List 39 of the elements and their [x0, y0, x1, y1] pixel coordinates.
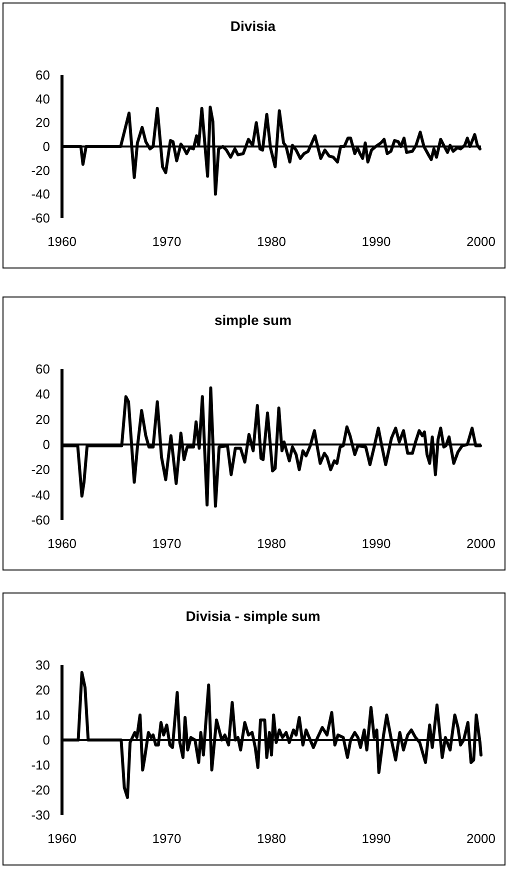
y-tick-label: 0 [42, 437, 50, 452]
chart-title: Divisia - simple sum [186, 608, 320, 624]
y-tick-label: -30 [31, 808, 50, 823]
x-tick-label: 1980 [257, 831, 286, 846]
x-tick-label: 1970 [152, 831, 182, 846]
y-tick-label: 20 [36, 682, 50, 698]
y-tick-label: 40 [36, 386, 50, 402]
x-tick-label: 1990 [362, 234, 391, 249]
y-tick-label: -20 [31, 782, 50, 798]
x-tick-label: 1990 [362, 831, 391, 846]
y-tick-label: 20 [36, 412, 50, 427]
x-tick-label: 1980 [257, 536, 286, 551]
x-tick-label: 2000 [466, 831, 496, 846]
y-tick-label: -40 [31, 186, 50, 202]
x-tick-label: 2000 [466, 234, 496, 249]
y-tick-label: 60 [36, 362, 50, 377]
x-tick-label: 1960 [48, 536, 76, 551]
x-tick-label: 1980 [257, 234, 286, 249]
y-tick-label: -60 [31, 210, 50, 226]
y-tick-label: -60 [31, 512, 50, 528]
y-tick-label: 30 [36, 658, 50, 673]
y-tick-label: 0 [42, 732, 50, 748]
x-tick-label: 1990 [362, 536, 391, 551]
y-tick-label: -40 [31, 487, 50, 502]
x-tick-label: 1970 [152, 536, 182, 551]
y-tick-label: 60 [36, 68, 50, 83]
chart-title: Divisia [230, 18, 276, 34]
x-tick-label: 1960 [48, 831, 76, 846]
x-tick-label: 1970 [152, 234, 182, 249]
y-tick-label: -20 [31, 162, 50, 178]
y-tick-label: -10 [31, 758, 50, 773]
y-tick-label: -20 [31, 462, 50, 478]
chart-title: simple sum [214, 312, 292, 328]
y-tick-label: 10 [36, 708, 50, 723]
y-tick-label: 20 [36, 115, 50, 130]
x-tick-label: 1960 [48, 234, 76, 249]
x-tick-label: 2000 [466, 536, 496, 551]
y-tick-label: 0 [42, 139, 50, 154]
y-tick-label: 40 [36, 91, 50, 106]
